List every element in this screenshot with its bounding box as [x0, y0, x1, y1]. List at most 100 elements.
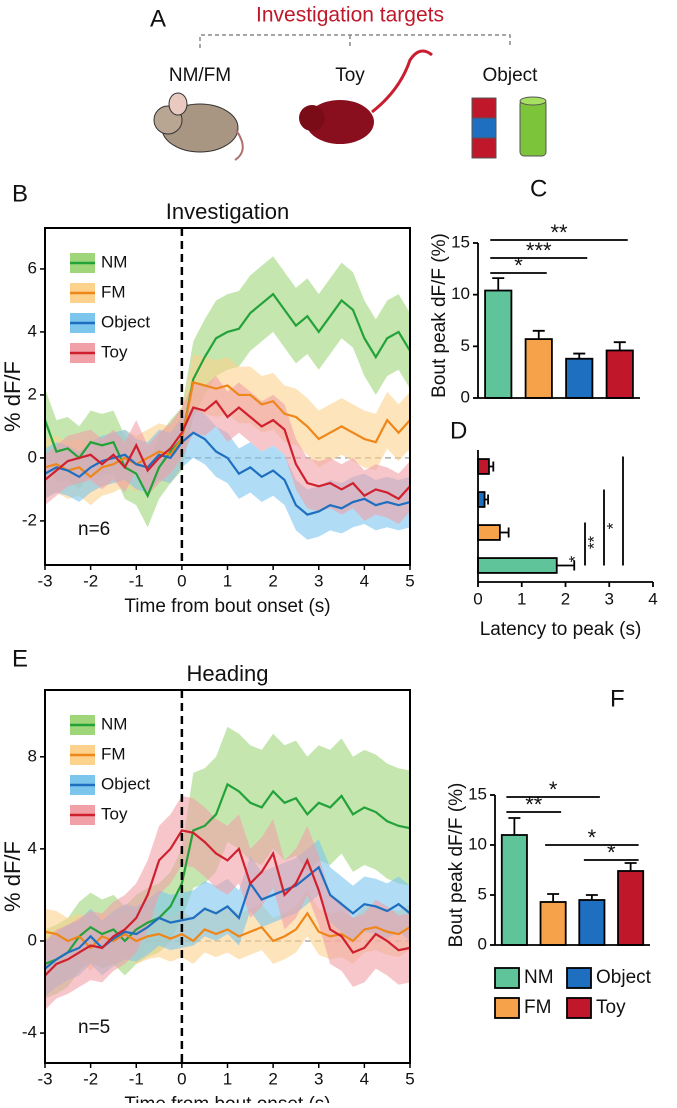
x-axis-label: Latency to peak (s) [480, 619, 642, 640]
bar [617, 870, 645, 946]
legend-label: NM [101, 714, 127, 733]
y-tick-label: 0 [28, 930, 37, 949]
x-tick-label: 2 [268, 1069, 277, 1088]
error-bar [492, 277, 505, 291]
x-tick-label: -1 [129, 571, 144, 590]
legend-swatch [566, 997, 592, 1019]
significance-label: ** [525, 792, 543, 817]
significance-label: *** [526, 238, 552, 263]
targets-title: Investigation targets [256, 4, 444, 27]
legend-label: Toy [596, 997, 626, 1018]
x-tick-label: 0 [177, 1069, 186, 1088]
line [44, 380, 411, 479]
toy-icon [299, 49, 433, 144]
y-tick-label: 5 [478, 884, 487, 903]
error-bar [573, 352, 586, 359]
significance-label: * [603, 522, 622, 529]
panel-letter: E [12, 645, 28, 672]
x-tick-label: 3 [314, 571, 323, 590]
significance-label: ** [584, 536, 603, 550]
x-tick-label: -2 [83, 571, 98, 590]
legend-label: FM [101, 282, 126, 301]
error-bar [508, 817, 521, 835]
error-bar [532, 329, 545, 340]
error-bar [556, 560, 576, 571]
legend-label: Object [101, 312, 150, 331]
object-icon [471, 96, 547, 159]
legend-label: Object [596, 967, 652, 988]
bar [578, 899, 606, 946]
y-tick-label: 4 [28, 838, 37, 857]
y-tick-label: 0 [28, 447, 37, 466]
legend-label: NM [524, 967, 554, 988]
bar [524, 338, 553, 399]
error-bar [499, 527, 510, 538]
legend-label: FM [101, 744, 126, 763]
target-label: Object [483, 65, 539, 86]
x-tick-label: 4 [360, 1069, 369, 1088]
y-tick-label: 4 [28, 321, 37, 340]
x-tick-label: 3 [605, 589, 614, 608]
target-label: NM/FM [169, 65, 231, 86]
bar [477, 458, 490, 475]
x-tick-label: 5 [405, 1069, 414, 1088]
bar [477, 557, 558, 574]
panel-letter: F [610, 685, 625, 712]
x-tick-label: 5 [405, 571, 414, 590]
line [44, 829, 411, 977]
y-axis-label: Bout peak dF/F (%) [446, 783, 467, 948]
x-tick-label: 4 [648, 589, 657, 608]
target-label: Toy [335, 65, 365, 86]
x-tick-label: -3 [37, 1069, 52, 1088]
line [44, 911, 411, 950]
line [43, 292, 411, 499]
error-bar [624, 862, 637, 871]
legend-label: NM [101, 252, 127, 271]
bar [539, 901, 567, 946]
error-bar [585, 894, 598, 900]
significance-label: * [565, 555, 584, 562]
x-tick-label: 0 [177, 571, 186, 590]
x-tick-label: 1 [223, 1069, 232, 1088]
panel-letter: C [530, 175, 547, 202]
x-axis-label: Time from bout onset (s) [124, 596, 330, 617]
legend-label: FM [524, 997, 551, 1018]
y-tick-label: 10 [451, 284, 470, 303]
annotation: n=5 [78, 1017, 110, 1038]
line [44, 782, 411, 966]
line [44, 399, 411, 501]
x-tick-label: 2 [268, 571, 277, 590]
bracket [199, 34, 511, 48]
y-tick-label: 15 [451, 232, 470, 251]
x-axis-label: Time from bout onset (s) [124, 1094, 330, 1103]
y-tick-label: 2 [28, 384, 37, 403]
bar [565, 357, 594, 399]
bar [500, 834, 528, 946]
y-tick-label: 6 [28, 258, 37, 277]
significance-label: ** [550, 220, 568, 245]
legend-swatch [494, 997, 520, 1019]
x-tick-label: -3 [37, 571, 52, 590]
legend-label: Object [101, 774, 150, 793]
error-bar [484, 494, 489, 505]
significance-label: * [514, 253, 523, 278]
y-axis-label: Bout peak dF/F (%) [429, 233, 450, 398]
significance-label: * [549, 777, 558, 802]
error-band [45, 795, 410, 1011]
y-tick-label: 5 [461, 336, 470, 355]
error-bar [547, 893, 560, 902]
x-tick-label: 2 [561, 589, 570, 608]
legend-label: Toy [101, 804, 128, 823]
mouse-icon [153, 92, 244, 161]
x-tick-label: 1 [223, 571, 232, 590]
panel-letter: D [450, 417, 467, 444]
x-tick-label: 4 [360, 571, 369, 590]
y-tick-label: 15 [468, 784, 487, 803]
chart-title: Heading [187, 661, 269, 686]
error-bar [488, 461, 495, 472]
bar [477, 524, 501, 541]
chart-title: Investigation [166, 199, 290, 224]
x-tick-label: 0 [473, 589, 482, 608]
y-tick-label: 10 [468, 834, 487, 853]
